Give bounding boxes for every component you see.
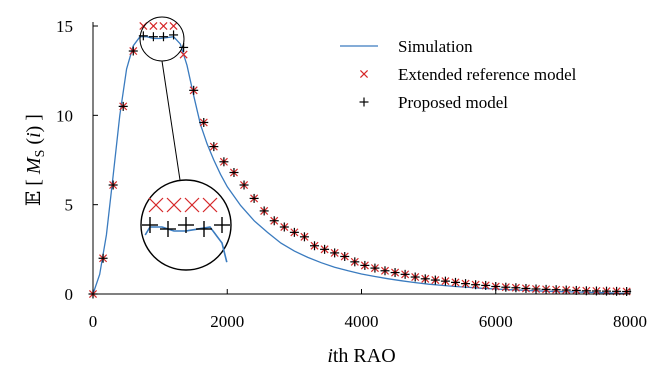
proposed-marker <box>561 285 571 295</box>
proposed-marker <box>501 282 511 292</box>
proposed-marker <box>410 272 420 282</box>
proposed-marker <box>440 276 450 286</box>
proposed-marker <box>390 268 400 278</box>
proposed-marker <box>420 274 430 284</box>
extended-marker <box>179 50 188 59</box>
proposed-marker <box>299 232 309 242</box>
proposed-marker <box>229 168 239 178</box>
proposed-marker <box>340 251 350 261</box>
x-tick-label: 0 <box>89 312 98 331</box>
inset-proposed-marker <box>196 221 212 237</box>
proposed-marker <box>169 30 179 40</box>
proposed-marker <box>289 227 299 237</box>
proposed-marker <box>531 284 541 294</box>
proposed-marker <box>118 101 128 111</box>
proposed-marker <box>279 222 289 232</box>
proposed-marker <box>551 285 561 295</box>
zoom-connector-line <box>161 60 181 181</box>
inset-extended-marker <box>202 197 218 213</box>
proposed-marker <box>430 275 440 285</box>
inset-proposed-marker <box>160 221 176 237</box>
legend-proposed-label: Proposed model <box>398 93 508 112</box>
proposed-marker <box>128 46 138 56</box>
extended-marker <box>169 21 178 31</box>
proposed-marker <box>209 142 219 152</box>
extended-marker <box>149 21 158 31</box>
proposed-marker <box>148 32 158 42</box>
proposed-marker <box>269 216 279 226</box>
inset-extended-marker <box>184 197 200 213</box>
proposed-marker <box>471 280 481 290</box>
inset-extended-marker <box>166 197 182 213</box>
proposed-marker <box>219 157 229 167</box>
y-tick-label: 0 <box>65 285 74 304</box>
proposed-marker <box>571 285 581 295</box>
proposed-marker <box>239 180 249 190</box>
legend-simulation-label: Simulation <box>398 37 473 56</box>
proposed-marker <box>320 244 330 254</box>
inset-proposed-marker <box>214 217 230 233</box>
proposed-marker <box>199 117 209 127</box>
zoom-source-circle <box>139 16 185 62</box>
proposed-marker <box>189 85 199 95</box>
y-tick-label: 15 <box>56 17 73 36</box>
proposed-marker <box>380 266 390 276</box>
proposed-marker <box>461 279 471 289</box>
proposed-marker <box>521 283 531 293</box>
extended-marker <box>159 21 168 31</box>
proposed-marker <box>400 269 410 279</box>
proposed-marker <box>310 241 320 251</box>
legend-proposed-swatch <box>359 97 369 107</box>
x-tick-label: 6000 <box>479 312 513 331</box>
proposed-marker <box>259 206 269 216</box>
y-tick-label: 5 <box>65 196 74 215</box>
proposed-marker <box>360 260 370 270</box>
proposed-marker <box>330 248 340 258</box>
x-tick-label: 8000 <box>613 312 647 331</box>
proposed-marker <box>249 193 259 203</box>
proposed-marker <box>98 253 108 263</box>
legend-extended-swatch <box>359 69 369 79</box>
legend-extended-label: Extended reference model <box>398 65 577 84</box>
y-axis-label: 𝔼 [ MS (i) ] <box>23 114 48 206</box>
x-axis-label: ith RAO <box>327 345 395 367</box>
proposed-marker <box>450 277 460 287</box>
proposed-marker <box>158 32 168 42</box>
proposed-marker <box>350 257 360 267</box>
proposed-marker <box>108 180 118 190</box>
proposed-marker <box>541 284 551 294</box>
inset-proposed-marker <box>178 217 194 233</box>
proposed-marker <box>370 263 380 273</box>
proposed-marker <box>481 280 491 290</box>
x-tick-label: 2000 <box>210 312 244 331</box>
inset-extended-marker <box>148 197 164 213</box>
inset-proposed-marker <box>142 217 158 233</box>
proposed-marker <box>511 283 521 293</box>
y-tick-label: 10 <box>56 106 73 125</box>
x-tick-label: 4000 <box>345 312 379 331</box>
